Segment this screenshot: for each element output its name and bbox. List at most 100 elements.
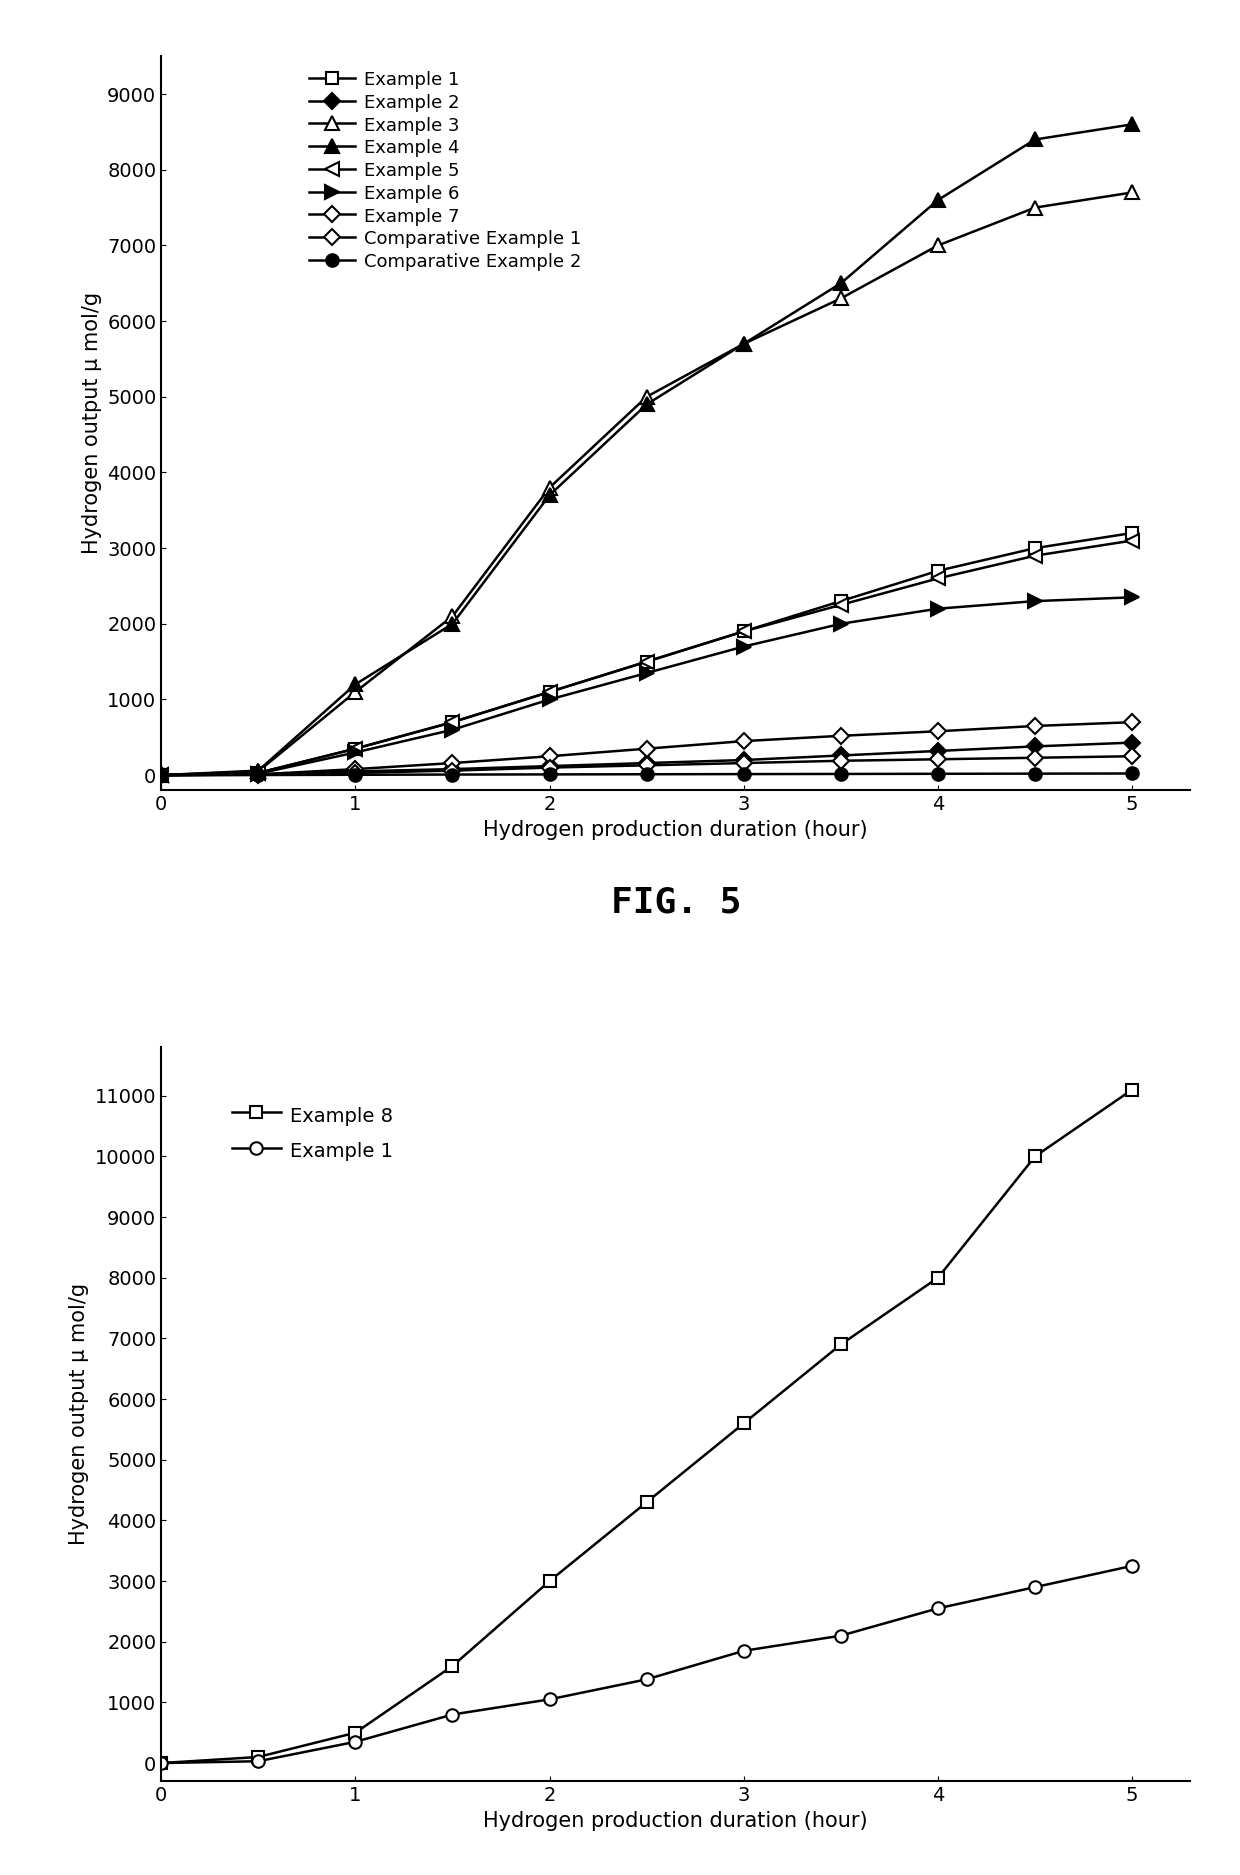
Example 7 [930, 720, 945, 742]
Comparative Example 2 [833, 763, 848, 786]
Example 1 [930, 559, 945, 581]
Example 1 [930, 1598, 945, 1620]
Example 2 [250, 763, 265, 786]
Example 8 [348, 1721, 363, 1744]
Example 6 [445, 718, 460, 741]
Example 7 [640, 737, 655, 759]
Example 7 [348, 758, 363, 780]
Example 8 [445, 1656, 460, 1678]
Example 1 [833, 591, 848, 613]
Comparative Example 2 [445, 763, 460, 786]
Example 7 [1028, 714, 1043, 737]
Example 7 [833, 724, 848, 746]
Line: Example 2: Example 2 [156, 737, 1137, 780]
Example 5 [348, 737, 363, 759]
Comparative Example 2 [640, 763, 655, 786]
Text: FIG. 5: FIG. 5 [610, 885, 742, 921]
Example 4 [445, 613, 460, 636]
Line: Example 5: Example 5 [154, 534, 1140, 782]
Comparative Example 2 [154, 763, 169, 786]
Example 5 [250, 761, 265, 784]
Y-axis label: Hydrogen output μ mol/g: Hydrogen output μ mol/g [82, 292, 102, 555]
Example 4 [640, 394, 655, 416]
Example 1 [445, 711, 460, 733]
Example 4 [737, 332, 751, 354]
Example 1 [1028, 536, 1043, 559]
Example 7 [542, 744, 557, 767]
Comparative Example 1 [542, 756, 557, 778]
Example 6 [154, 763, 169, 786]
Comparative Example 1 [154, 763, 169, 786]
Example 7 [445, 752, 460, 774]
Example 2 [737, 748, 751, 771]
Example 8 [833, 1333, 848, 1356]
Legend: Example 8, Example 1: Example 8, Example 1 [222, 1093, 403, 1172]
Line: Comparative Example 2: Comparative Example 2 [155, 767, 1138, 782]
Example 1 [833, 1624, 848, 1646]
Example 1 [445, 1702, 460, 1725]
Example 5 [1125, 529, 1140, 551]
Example 3 [348, 681, 363, 703]
Line: Example 4: Example 4 [154, 118, 1140, 782]
Example 7 [154, 763, 169, 786]
Example 1 [154, 1751, 169, 1774]
Example 6 [930, 598, 945, 621]
Example 1 [640, 1669, 655, 1691]
Example 4 [833, 272, 848, 294]
Example 5 [154, 763, 169, 786]
Comparative Example 1 [250, 763, 265, 786]
Example 2 [445, 758, 460, 780]
Example 4 [250, 759, 265, 782]
Example 6 [1028, 591, 1043, 613]
Line: Comparative Example 1: Comparative Example 1 [156, 750, 1137, 780]
Example 3 [930, 234, 945, 257]
Example 8 [737, 1412, 751, 1434]
Example 8 [154, 1751, 169, 1774]
Example 1 [1125, 1554, 1140, 1577]
Example 8 [1028, 1146, 1043, 1168]
Example 3 [833, 287, 848, 309]
Example 2 [348, 759, 363, 782]
Example 4 [154, 763, 169, 786]
Line: Example 6: Example 6 [154, 591, 1140, 782]
Line: Example 1: Example 1 [155, 527, 1138, 782]
Comparative Example 2 [1028, 763, 1043, 786]
Example 1 [542, 681, 557, 703]
Example 2 [930, 741, 945, 763]
X-axis label: Hydrogen production duration (hour): Hydrogen production duration (hour) [484, 819, 868, 840]
Example 4 [1125, 112, 1140, 135]
Comparative Example 1 [930, 748, 945, 771]
Example 3 [542, 476, 557, 499]
X-axis label: Hydrogen production duration (hour): Hydrogen production duration (hour) [484, 1811, 868, 1830]
Comparative Example 2 [737, 763, 751, 786]
Example 5 [542, 681, 557, 703]
Comparative Example 1 [445, 759, 460, 782]
Example 5 [640, 651, 655, 673]
Legend: Example 1, Example 2, Example 3, Example 4, Example 5, Example 6, Example 7, Com: Example 1, Example 2, Example 3, Example… [304, 66, 587, 278]
Example 4 [930, 189, 945, 212]
Example 6 [250, 763, 265, 786]
Example 5 [1028, 544, 1043, 566]
Example 2 [542, 756, 557, 778]
Example 1 [1028, 1575, 1043, 1598]
Example 4 [1028, 128, 1043, 150]
Example 8 [542, 1569, 557, 1592]
Example 6 [1125, 587, 1140, 609]
Example 2 [833, 744, 848, 767]
Comparative Example 1 [737, 752, 751, 774]
Example 1 [737, 1639, 751, 1661]
Example 3 [154, 763, 169, 786]
Comparative Example 1 [833, 750, 848, 772]
Comparative Example 1 [1028, 746, 1043, 769]
Example 3 [1125, 182, 1140, 204]
Example 1 [250, 1749, 265, 1772]
Comparative Example 2 [1125, 763, 1140, 786]
Example 3 [737, 332, 751, 354]
Example 2 [1028, 735, 1043, 758]
Example 2 [640, 752, 655, 774]
Line: Example 3: Example 3 [154, 186, 1140, 782]
Y-axis label: Hydrogen output μ mol/g: Hydrogen output μ mol/g [69, 1282, 89, 1545]
Comparative Example 2 [930, 763, 945, 786]
Comparative Example 2 [250, 763, 265, 786]
Example 6 [348, 741, 363, 763]
